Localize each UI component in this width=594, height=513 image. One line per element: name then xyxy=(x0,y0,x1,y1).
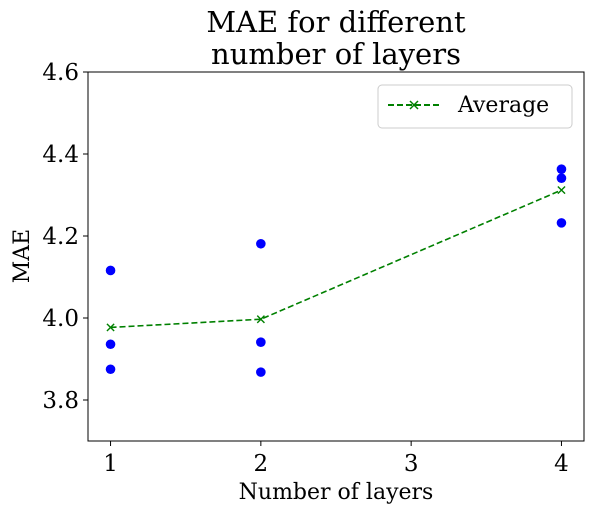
average-marker xyxy=(557,185,566,195)
data-point xyxy=(256,337,266,347)
plot-frame xyxy=(87,71,585,442)
y-tick-label: 4.2 xyxy=(42,224,79,250)
legend-label-average: Average xyxy=(457,93,549,118)
x-axis-ticks: 1 2 3 4 xyxy=(103,441,569,477)
y-tick-label: 3.8 xyxy=(42,388,79,414)
data-point xyxy=(105,265,116,276)
data-point xyxy=(556,218,567,228)
x-tick-label: 3 xyxy=(404,451,419,477)
chart-title-line-1: MAE for different xyxy=(206,5,466,39)
average-line xyxy=(110,189,562,329)
legend-marker-average xyxy=(409,100,419,110)
y-tick-label: 4.4 xyxy=(42,142,79,168)
y-tick-label: 4.0 xyxy=(42,306,79,332)
data-point xyxy=(256,367,266,377)
data-point xyxy=(556,164,567,174)
y-tick-label: 4.6 xyxy=(42,60,79,86)
x-tick-label: 4 xyxy=(554,451,569,477)
x-tick-label: 1 xyxy=(103,451,118,477)
x-tick-label: 2 xyxy=(254,451,269,477)
data-point xyxy=(105,339,116,350)
average-marker xyxy=(106,323,115,332)
y-axis-ticks: 3.8 4.0 4.2 4.4 4.6 xyxy=(42,60,88,414)
chart-title-line-2: number of layers xyxy=(211,37,461,71)
x-axis-label: Number of layers xyxy=(239,480,434,505)
legend: Average xyxy=(377,84,573,129)
data-point xyxy=(256,238,266,249)
y-axis-label: MAE xyxy=(10,229,35,283)
legend-box xyxy=(377,84,573,129)
data-point xyxy=(105,364,116,375)
series-layer xyxy=(105,164,567,377)
average-marker xyxy=(256,315,265,324)
data-point xyxy=(556,173,567,183)
